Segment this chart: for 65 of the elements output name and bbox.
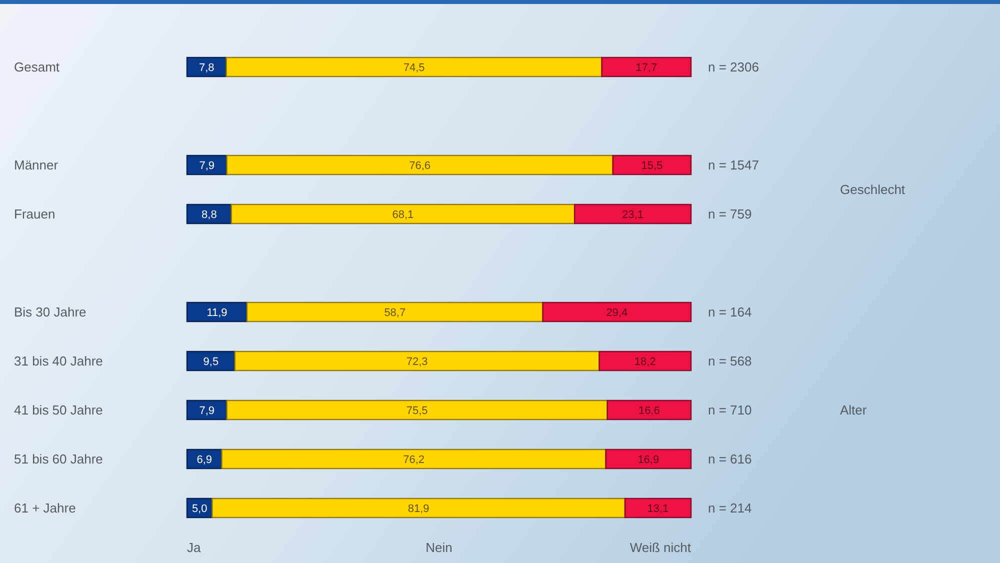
bar xyxy=(542,302,692,322)
data-label: 7,9 xyxy=(199,404,215,417)
data-label: 8,8 xyxy=(202,208,217,221)
data-label: 17,7 xyxy=(636,62,658,74)
bar xyxy=(186,350,236,372)
data-label: 75,5 xyxy=(406,404,428,417)
series-label: Ja xyxy=(187,540,202,555)
data-label: 23,1 xyxy=(622,208,644,221)
bar xyxy=(624,498,692,518)
text: n = 164 xyxy=(708,304,752,320)
text: n = 710 xyxy=(708,402,752,418)
y-tick-label: 41 bis 50 Jahre xyxy=(14,402,103,418)
data-label: 58,7 xyxy=(384,306,406,319)
data-label: 7,9 xyxy=(199,160,215,172)
data-label: 16,9 xyxy=(638,454,660,466)
bar xyxy=(186,204,232,224)
bar xyxy=(221,448,606,470)
text: n = 2306 xyxy=(708,60,759,75)
bar xyxy=(226,56,602,78)
data-label: 72,3 xyxy=(406,356,428,368)
bar xyxy=(606,400,692,420)
data-label: 5,0 xyxy=(192,502,208,515)
data-label: 29,4 xyxy=(606,306,628,319)
y-tick-label: Gesamt xyxy=(14,60,60,75)
bar xyxy=(598,350,692,372)
data-label: 81,9 xyxy=(408,502,430,515)
data-label: 18,2 xyxy=(634,356,656,368)
y-tick-label: Frauen xyxy=(14,206,56,222)
bar xyxy=(226,154,614,176)
bar xyxy=(612,154,692,176)
bar xyxy=(212,498,626,518)
data-label: 76,2 xyxy=(403,454,425,466)
bar xyxy=(246,302,544,322)
data-label: 7,8 xyxy=(199,62,214,74)
series-label: Nein xyxy=(426,540,452,555)
y-tick-label: 61 + Jahre xyxy=(14,500,76,516)
bar xyxy=(574,204,692,224)
y-tick-label: 31 bis 40 Jahre xyxy=(14,354,103,369)
bar xyxy=(605,448,692,470)
data-label: 16,6 xyxy=(638,404,660,417)
data-label: 74,5 xyxy=(403,62,425,74)
bar xyxy=(186,400,228,420)
y-tick-label: 51 bis 60 Jahre xyxy=(14,452,103,467)
data-label: 13,1 xyxy=(647,502,669,515)
text: n = 759 xyxy=(708,206,752,222)
text: Geschlecht xyxy=(840,182,906,198)
y-tick-label: Männer xyxy=(14,158,59,173)
text: Alter xyxy=(840,402,868,418)
text: n = 214 xyxy=(708,500,752,516)
bar xyxy=(186,302,248,322)
data-label: 76,6 xyxy=(409,160,431,172)
data-label: 68,1 xyxy=(392,208,414,221)
data-label: 15,5 xyxy=(641,160,663,172)
bar xyxy=(601,56,692,78)
data-label: 6,9 xyxy=(196,454,212,466)
y-tick-label: Bis 30 Jahre xyxy=(14,304,86,320)
series-label: Weiß nicht xyxy=(630,540,692,555)
bar xyxy=(230,204,576,224)
text: n = 1547 xyxy=(708,158,759,173)
data-label: 9,5 xyxy=(203,356,219,368)
data-label: 11,9 xyxy=(206,306,228,319)
text: n = 568 xyxy=(708,354,752,369)
text: n = 616 xyxy=(708,452,752,467)
bar xyxy=(226,400,608,420)
bar xyxy=(234,350,600,372)
